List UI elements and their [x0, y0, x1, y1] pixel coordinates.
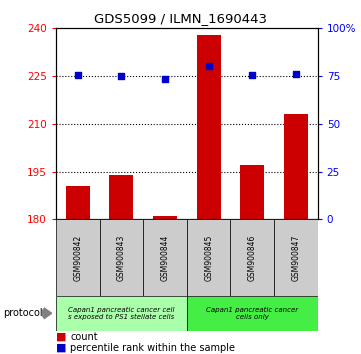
Bar — [284, 114, 308, 219]
Bar — [240, 165, 264, 219]
Text: GSM900846: GSM900846 — [248, 234, 257, 281]
Bar — [230, 219, 274, 296]
Bar — [197, 35, 221, 219]
Bar — [100, 219, 143, 296]
Text: GSM900844: GSM900844 — [161, 234, 170, 281]
Text: GSM900845: GSM900845 — [204, 234, 213, 281]
Point — [249, 72, 255, 78]
Text: count: count — [70, 332, 98, 342]
Point — [118, 73, 124, 79]
Text: ■: ■ — [56, 343, 66, 353]
Point — [293, 72, 299, 77]
Text: percentile rank within the sample: percentile rank within the sample — [70, 343, 235, 353]
Bar — [109, 175, 133, 219]
Bar — [143, 219, 187, 296]
Text: ■: ■ — [56, 332, 66, 342]
Text: Capan1 pancreatic cancer cell
s exposed to PS1 stellate cells: Capan1 pancreatic cancer cell s exposed … — [68, 307, 175, 320]
Bar — [56, 219, 100, 296]
Text: Capan1 pancreatic cancer
cells only: Capan1 pancreatic cancer cells only — [206, 307, 298, 320]
Point — [75, 72, 81, 78]
Text: protocol: protocol — [4, 308, 43, 318]
Bar — [153, 216, 177, 219]
Point — [162, 76, 168, 82]
Text: GSM900843: GSM900843 — [117, 234, 126, 281]
Text: GDS5099 / ILMN_1690443: GDS5099 / ILMN_1690443 — [94, 12, 267, 25]
Bar — [274, 219, 318, 296]
Point — [206, 63, 212, 68]
Bar — [187, 296, 318, 331]
Bar — [56, 296, 187, 331]
Text: GSM900842: GSM900842 — [73, 234, 82, 281]
Bar — [187, 219, 230, 296]
Text: GSM900847: GSM900847 — [291, 234, 300, 281]
Bar — [66, 186, 90, 219]
FancyArrow shape — [43, 308, 52, 319]
